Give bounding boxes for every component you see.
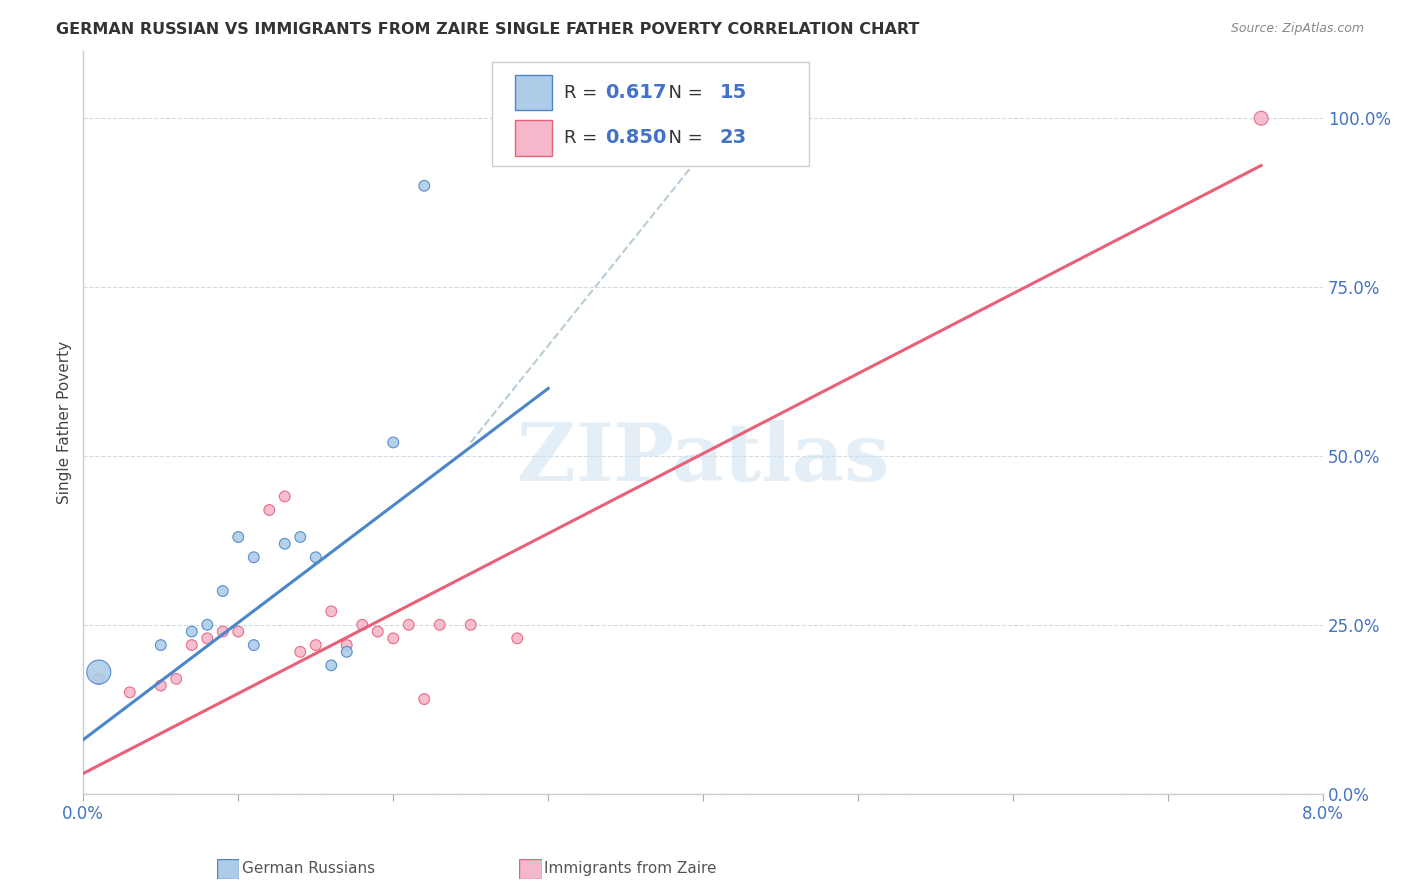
Point — [180, 624, 202, 639]
Text: 23: 23 — [720, 128, 747, 147]
Text: 0.617: 0.617 — [605, 83, 666, 102]
Point — [118, 685, 141, 699]
Point — [367, 624, 389, 639]
Text: 15: 15 — [720, 83, 747, 102]
Text: R =: R = — [564, 129, 603, 147]
Point — [259, 503, 281, 517]
Text: GERMAN RUSSIAN VS IMMIGRANTS FROM ZAIRE SINGLE FATHER POVERTY CORRELATION CHART: GERMAN RUSSIAN VS IMMIGRANTS FROM ZAIRE … — [56, 22, 920, 37]
Point — [382, 632, 405, 646]
Point — [211, 624, 233, 639]
Text: ZIPatlas: ZIPatlas — [517, 420, 890, 499]
Point — [321, 604, 343, 618]
Point — [195, 632, 218, 646]
Point — [321, 658, 343, 673]
Point — [226, 530, 249, 544]
Point — [87, 672, 110, 686]
Point — [274, 537, 297, 551]
Point — [336, 638, 359, 652]
Point — [274, 490, 297, 504]
Point — [413, 178, 436, 193]
Point — [87, 665, 110, 679]
Text: N =: N = — [658, 84, 709, 102]
Point — [290, 530, 312, 544]
Point — [305, 638, 328, 652]
Text: Source: ZipAtlas.com: Source: ZipAtlas.com — [1230, 22, 1364, 36]
Point — [429, 617, 451, 632]
Point — [382, 435, 405, 450]
Text: German Russians: German Russians — [242, 862, 375, 876]
Point — [305, 550, 328, 565]
Point — [242, 638, 264, 652]
Point — [165, 672, 187, 686]
Point — [1250, 112, 1272, 126]
Text: R =: R = — [564, 84, 603, 102]
Y-axis label: Single Father Poverty: Single Father Poverty — [58, 341, 72, 504]
Point — [226, 624, 249, 639]
Point — [506, 632, 529, 646]
Point — [242, 550, 264, 565]
Point — [149, 679, 172, 693]
Text: N =: N = — [658, 129, 709, 147]
Point — [290, 645, 312, 659]
FancyBboxPatch shape — [492, 62, 808, 166]
Point — [195, 617, 218, 632]
Point — [460, 617, 482, 632]
Point — [180, 638, 202, 652]
Text: 0.850: 0.850 — [605, 128, 666, 147]
Point — [149, 638, 172, 652]
Point — [211, 584, 233, 599]
FancyBboxPatch shape — [515, 75, 553, 111]
Point — [352, 617, 374, 632]
FancyBboxPatch shape — [515, 120, 553, 156]
Point — [336, 645, 359, 659]
Text: Immigrants from Zaire: Immigrants from Zaire — [544, 862, 717, 876]
Point — [398, 617, 420, 632]
Point — [413, 692, 436, 706]
